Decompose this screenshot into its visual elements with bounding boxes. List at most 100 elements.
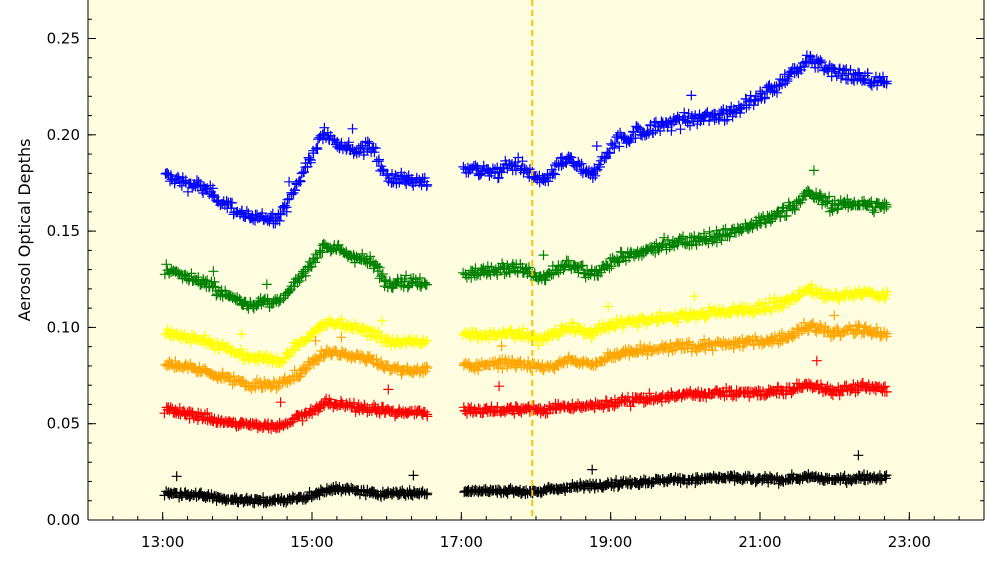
data-point [305, 261, 316, 272]
data-point [879, 204, 890, 214]
data-point [279, 200, 290, 211]
data-point [869, 207, 880, 218]
data-point [700, 311, 711, 322]
y-tick-label: 0.25 [47, 30, 80, 48]
data-point [422, 363, 433, 373]
data-point [821, 294, 832, 304]
data-point [208, 266, 219, 277]
data-point [179, 408, 190, 419]
data-point [815, 288, 826, 299]
data-point [718, 224, 729, 235]
data-point [483, 267, 493, 278]
data-point [855, 380, 866, 391]
data-point [799, 61, 810, 72]
data-point [300, 365, 311, 376]
data-point [882, 328, 893, 339]
data-point [374, 154, 384, 165]
data-point [858, 74, 869, 85]
data-point [418, 368, 428, 379]
data-point [363, 352, 374, 363]
data-point [458, 161, 469, 172]
data-point [356, 485, 367, 496]
y-axis-title: Aerosol Optical Depths [15, 139, 34, 322]
data-point [165, 402, 176, 413]
data-point [642, 126, 653, 137]
data-point [290, 185, 301, 196]
series-2 [160, 280, 893, 369]
data-point [494, 381, 505, 392]
data-point [805, 381, 816, 392]
data-point [815, 55, 826, 66]
data-point [592, 164, 603, 175]
data-point [368, 142, 379, 153]
data-point [625, 479, 636, 490]
data-point [761, 218, 771, 229]
data-point [775, 384, 786, 395]
data-point [860, 70, 870, 81]
data-point [227, 197, 238, 208]
data-point [586, 333, 597, 344]
data-point [496, 341, 507, 351]
data-point [293, 341, 304, 352]
data-point [752, 300, 763, 311]
data-point [765, 306, 776, 317]
data-point [310, 335, 321, 346]
data-point [680, 115, 691, 126]
data-point [879, 197, 890, 208]
data-point [347, 123, 358, 134]
data-point [501, 357, 512, 368]
data-point [410, 274, 421, 285]
data-point [370, 143, 381, 154]
data-point [633, 122, 644, 133]
data-point [759, 92, 770, 103]
data-point [540, 275, 551, 286]
data-point [714, 110, 725, 121]
data-point [677, 338, 688, 349]
data-point [497, 363, 508, 374]
data-point [811, 355, 822, 366]
series-1 [159, 165, 892, 314]
data-point [881, 386, 892, 397]
data-point [509, 408, 520, 419]
data-point [678, 231, 688, 242]
data-point [493, 172, 504, 183]
data-point [419, 407, 430, 417]
data-point [295, 176, 306, 187]
data-point [615, 349, 626, 360]
data-point [236, 329, 247, 340]
data-point [280, 353, 291, 364]
data-point [277, 357, 288, 368]
data-point [208, 189, 219, 200]
data-point [284, 193, 295, 204]
data-point [551, 330, 562, 341]
data-point [816, 190, 826, 201]
data-point [782, 74, 793, 84]
data-point [200, 414, 211, 425]
data-point [272, 215, 283, 226]
data-point [563, 255, 574, 266]
data-point [646, 478, 657, 489]
data-point [303, 152, 314, 163]
data-point [675, 124, 686, 135]
data-point [300, 494, 311, 505]
data-point [647, 312, 657, 323]
data-point [377, 164, 388, 175]
data-point [594, 162, 605, 172]
y-tick-label: 0.15 [47, 222, 80, 240]
data-point [292, 277, 303, 288]
data-point [538, 250, 549, 261]
data-point [305, 155, 316, 166]
data-point [672, 317, 683, 328]
data-point [229, 347, 240, 358]
data-point [576, 158, 587, 169]
data-point [729, 107, 739, 117]
data-point [729, 390, 740, 400]
data-point [282, 194, 293, 205]
data-point [351, 148, 362, 159]
data-point [684, 312, 695, 323]
y-tick-label: 0.00 [47, 511, 80, 529]
data-point [689, 291, 700, 302]
data-point [600, 395, 611, 406]
plot-area [88, 0, 984, 520]
data-point [881, 470, 892, 481]
